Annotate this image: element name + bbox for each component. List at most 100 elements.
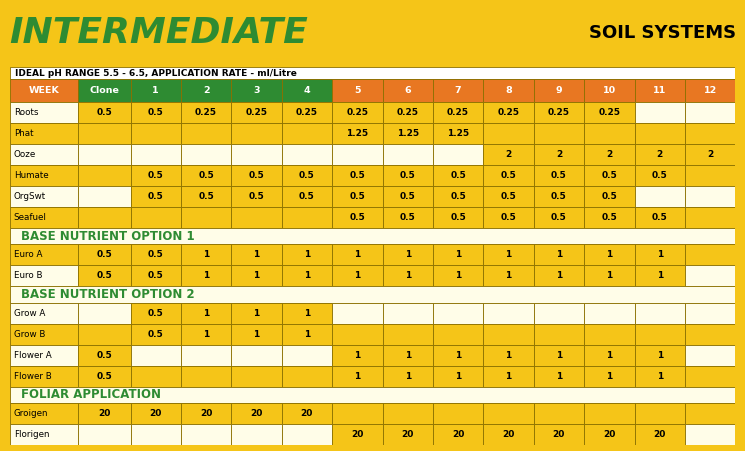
Text: 0.5: 0.5 xyxy=(601,192,617,201)
Bar xyxy=(10,186,77,207)
Text: 0.5: 0.5 xyxy=(96,351,112,360)
Bar xyxy=(130,165,181,186)
Text: 1: 1 xyxy=(556,272,562,281)
Bar xyxy=(484,79,533,102)
Bar xyxy=(533,79,584,102)
Bar xyxy=(484,207,533,228)
Bar xyxy=(10,228,735,244)
Bar xyxy=(584,244,635,265)
Text: 2: 2 xyxy=(606,150,612,159)
Text: Grow A: Grow A xyxy=(13,309,45,318)
Bar xyxy=(181,345,231,366)
Bar xyxy=(584,366,635,387)
Bar xyxy=(231,165,282,186)
Bar xyxy=(332,303,382,324)
Bar xyxy=(584,324,635,345)
Bar xyxy=(635,186,685,207)
Bar xyxy=(433,102,484,123)
Bar xyxy=(533,403,584,424)
Text: 0.5: 0.5 xyxy=(652,213,668,222)
Bar xyxy=(231,207,282,228)
Text: 0.5: 0.5 xyxy=(501,213,516,222)
Text: 0.5: 0.5 xyxy=(96,250,112,259)
Bar xyxy=(10,403,77,424)
Text: 1: 1 xyxy=(656,272,663,281)
Bar xyxy=(685,366,735,387)
Bar xyxy=(332,144,382,165)
Bar xyxy=(533,424,584,445)
Text: Roots: Roots xyxy=(13,108,38,117)
Bar xyxy=(635,207,685,228)
Bar xyxy=(433,424,484,445)
Text: WEEK: WEEK xyxy=(28,86,59,95)
Bar xyxy=(77,366,130,387)
Text: 1: 1 xyxy=(606,351,612,360)
Bar xyxy=(130,345,181,366)
Bar xyxy=(181,366,231,387)
Bar xyxy=(231,403,282,424)
Bar xyxy=(382,303,433,324)
Bar xyxy=(685,345,735,366)
Bar xyxy=(77,244,130,265)
Bar xyxy=(10,303,77,324)
Bar xyxy=(181,79,231,102)
Text: 0.5: 0.5 xyxy=(450,171,466,180)
Bar xyxy=(584,424,635,445)
Bar xyxy=(685,265,735,286)
Text: IDEAL pH RANGE 5.5 - 6.5, APPLICATION RATE - ml/Litre: IDEAL pH RANGE 5.5 - 6.5, APPLICATION RA… xyxy=(16,69,297,78)
Bar xyxy=(231,366,282,387)
Bar xyxy=(382,165,433,186)
Bar xyxy=(181,424,231,445)
Text: 2: 2 xyxy=(656,150,663,159)
Text: 4: 4 xyxy=(304,86,310,95)
Bar xyxy=(533,123,584,144)
Bar xyxy=(282,403,332,424)
Bar xyxy=(77,186,130,207)
Bar xyxy=(332,165,382,186)
Bar xyxy=(130,102,181,123)
Bar xyxy=(130,265,181,286)
Bar xyxy=(10,123,77,144)
Bar xyxy=(332,244,382,265)
Bar xyxy=(685,165,735,186)
Text: 1: 1 xyxy=(656,250,663,259)
Bar xyxy=(181,186,231,207)
Bar xyxy=(130,424,181,445)
Text: 1: 1 xyxy=(606,250,612,259)
Text: 1: 1 xyxy=(505,272,512,281)
Bar xyxy=(433,265,484,286)
Bar xyxy=(433,324,484,345)
Bar xyxy=(77,123,130,144)
Text: 0.25: 0.25 xyxy=(346,108,368,117)
Text: 0.5: 0.5 xyxy=(148,108,164,117)
Bar xyxy=(282,265,332,286)
Text: 0.5: 0.5 xyxy=(96,108,112,117)
Bar xyxy=(181,324,231,345)
Text: 20: 20 xyxy=(502,430,515,439)
Bar xyxy=(77,79,130,102)
Bar xyxy=(282,144,332,165)
Text: 1: 1 xyxy=(203,272,209,281)
Bar xyxy=(77,345,130,366)
Bar xyxy=(231,424,282,445)
Text: 0.5: 0.5 xyxy=(299,171,315,180)
Bar xyxy=(231,324,282,345)
Bar xyxy=(130,244,181,265)
Bar xyxy=(584,265,635,286)
Bar xyxy=(685,303,735,324)
Bar xyxy=(382,144,433,165)
Bar xyxy=(382,244,433,265)
Text: Groigen: Groigen xyxy=(13,409,48,418)
Text: 1: 1 xyxy=(505,372,512,381)
Text: Grow B: Grow B xyxy=(13,330,45,339)
Bar xyxy=(433,207,484,228)
Bar xyxy=(332,79,382,102)
Text: 1: 1 xyxy=(556,250,562,259)
Bar xyxy=(332,186,382,207)
Bar xyxy=(533,265,584,286)
Text: 0.5: 0.5 xyxy=(551,192,567,201)
Bar xyxy=(77,303,130,324)
Bar xyxy=(130,123,181,144)
Text: 0.5: 0.5 xyxy=(148,171,164,180)
Text: 1: 1 xyxy=(505,250,512,259)
